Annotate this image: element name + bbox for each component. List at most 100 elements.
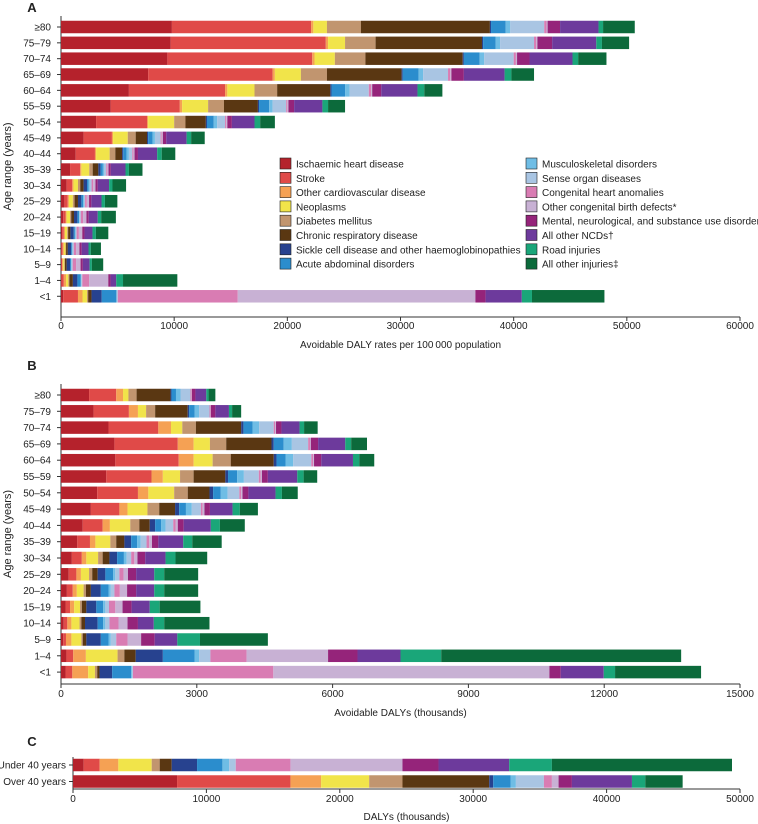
bar-segment-neo [321, 775, 370, 788]
bar-segment-aad [73, 226, 75, 240]
bar-segment-ocb [119, 584, 128, 597]
bar-segment-road [504, 68, 512, 81]
bar-segment-stroke [110, 99, 180, 113]
bar-segment-ocb [161, 131, 163, 145]
bar-segment-ocb [123, 568, 128, 581]
bar-segment-road [210, 519, 220, 532]
bar-segment-road [322, 99, 329, 113]
bar-segment-crd [155, 405, 188, 418]
bar-segment-ihd [61, 163, 71, 176]
bar-segment-neo [71, 633, 82, 646]
bar-segment-cha [108, 600, 116, 614]
x-tick-label: 40000 [593, 794, 621, 805]
bar-segment-scd [97, 568, 106, 581]
bar-segment-aad [96, 600, 104, 614]
bar-segment-ocd [147, 115, 149, 129]
bar-segment-stroke [61, 258, 63, 271]
bar-segment-msk [510, 775, 516, 788]
bar-segment-cha [82, 274, 90, 287]
bar-segment-stroke [62, 226, 64, 240]
bar-segment-sod [217, 115, 226, 129]
bar-segment-neo [162, 470, 181, 483]
bar-segment-aad [87, 179, 89, 192]
category-label: 15–19 [23, 228, 51, 239]
bar-segment-ihd [61, 649, 67, 663]
bar-segment-stroke [106, 470, 152, 483]
bar-segment-sod [83, 194, 86, 208]
bar-segment-msk [79, 210, 80, 224]
bar-segment-neo [64, 226, 68, 240]
bar-segment-ocd [99, 758, 119, 772]
bar-segment-cha [119, 568, 124, 581]
bar-segment-mns [451, 68, 464, 81]
bar-segment-neo [68, 194, 73, 208]
bar-segment-aad [228, 470, 238, 483]
bar-segment-ocd [73, 649, 86, 663]
bar-segment-mns [402, 758, 439, 772]
category-label: 75–79 [23, 407, 51, 418]
x-tick-label: 0 [58, 689, 64, 700]
bar-segment-mns [89, 194, 92, 208]
bar-segment-mns [79, 242, 82, 256]
bar-segment-sod [510, 20, 545, 34]
bar-segment-ocd [116, 388, 124, 402]
bar-segment-crd [92, 568, 98, 581]
bar-segment-ihd [61, 147, 76, 160]
bar-segment-inj [351, 437, 367, 451]
legend-label-scd: Sickle cell disease and other haemoglobi… [296, 245, 521, 256]
bar-segment-dm [94, 665, 98, 679]
bar-segment-aad [463, 52, 480, 65]
bar-segment-stroke [66, 649, 74, 663]
legend-label-inj: All other injuries‡ [542, 260, 619, 271]
bar-segment-mns [137, 551, 146, 565]
bar-segment-mns [314, 453, 322, 467]
bar-segment-crd [135, 131, 148, 145]
bar-segment-neo [66, 210, 71, 224]
bar-segment-ocb [93, 179, 96, 192]
bar-segment-aad [331, 84, 346, 97]
x-tick-label: 50000 [726, 794, 754, 805]
bar-segment-crd [80, 179, 84, 192]
bar-segment-sod [291, 437, 309, 451]
bar-segment-scd [135, 649, 163, 663]
x-tick-label: 15000 [726, 689, 754, 700]
bar-segment-oncd [231, 115, 255, 129]
bar-segment-mns [475, 290, 486, 303]
bar-segment-ihd [61, 502, 91, 516]
bar-segment-stroke [65, 665, 73, 679]
bar-segment-dm [79, 616, 82, 630]
bar-segment-stroke [128, 84, 226, 97]
bar-segment-dm [326, 20, 361, 34]
bar-segment-dm [254, 84, 278, 97]
bar-segment-stroke [61, 274, 64, 287]
bar-segment-oncd [552, 36, 597, 50]
bar-segment-dm [70, 210, 72, 224]
bar-segment-cha [160, 131, 162, 145]
bar-segment-ocd [81, 551, 87, 565]
bar-segment-ocd [325, 36, 329, 50]
bar-segment-aad [105, 568, 114, 581]
bar-segment-msk [237, 470, 244, 483]
bar-segment-inj [164, 568, 199, 581]
x-axis-title: DALYs (thousands) [364, 812, 450, 823]
bar-segment-cha [210, 649, 247, 663]
bar-segment-neo [227, 84, 255, 97]
bar-segment-sod [89, 179, 92, 192]
bar-segment-crd [64, 258, 67, 271]
bar-segment-aad [100, 584, 109, 597]
bar-segment-scd [70, 226, 74, 240]
legend-label-sod: Sense organ diseases [542, 174, 641, 185]
category-label: 55–59 [23, 472, 51, 483]
category-label: 30–34 [23, 554, 51, 565]
bar-segment-sod [180, 388, 191, 402]
bar-segment-scd [86, 633, 101, 646]
bar-segment-msk [213, 115, 218, 129]
category-label: 50–54 [23, 118, 51, 129]
bar-segment-road [596, 36, 602, 50]
bar-segment-inj [219, 519, 245, 532]
bar-segment-ocd [89, 535, 96, 548]
bar-segment-sod [116, 290, 118, 303]
bar-segment-stroke [68, 568, 77, 581]
category-label: 35–39 [23, 537, 51, 548]
bar-segment-crd [195, 421, 242, 434]
